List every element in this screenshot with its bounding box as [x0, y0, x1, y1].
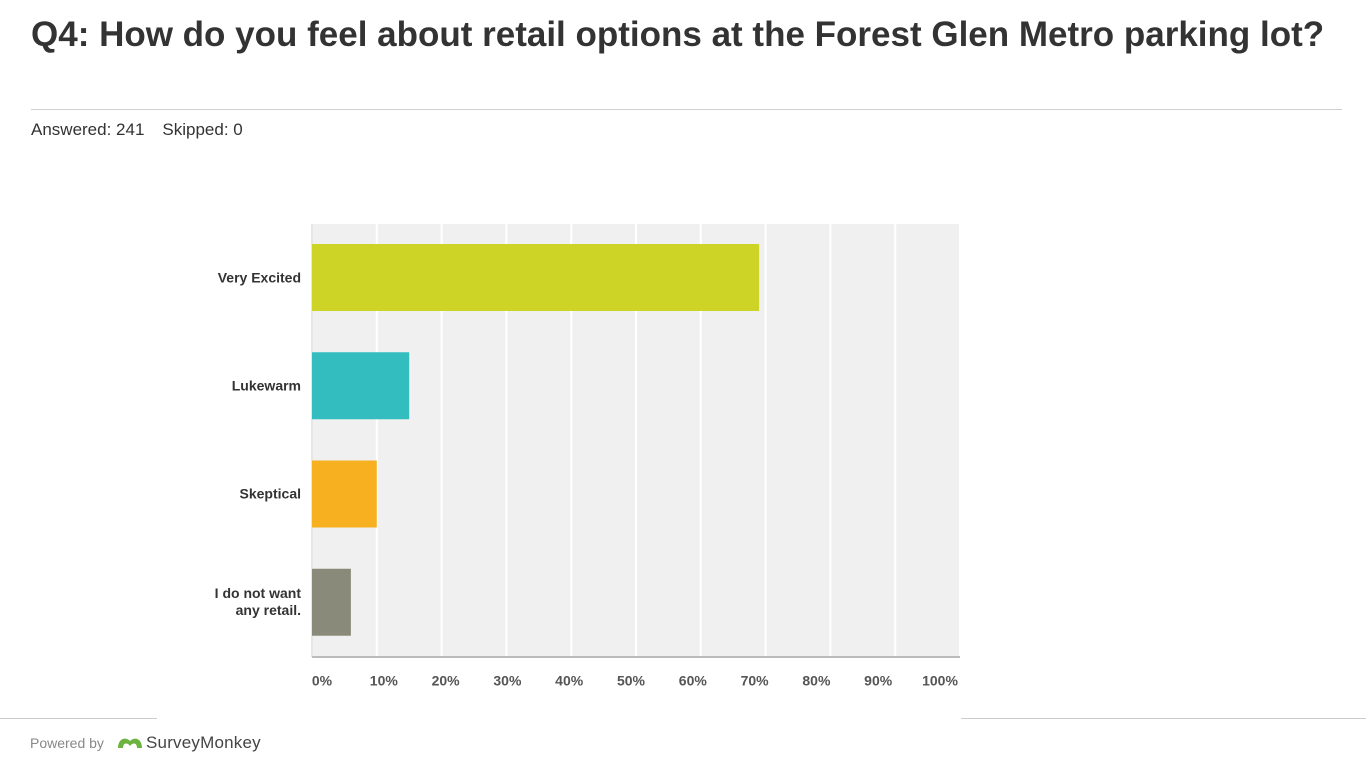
logo-icon: [118, 738, 142, 748]
bar: [312, 244, 760, 311]
x-tick-label: 80%: [802, 673, 831, 689]
divider: [31, 109, 1342, 110]
x-tick-label: 10%: [370, 673, 399, 689]
bar: [312, 460, 377, 528]
title: Q4: How do you feel about retail options…: [31, 15, 1325, 54]
bar: [312, 568, 351, 636]
x-tick-label: 0%: [312, 673, 333, 689]
x-tick-label: 30%: [493, 673, 522, 689]
answered: Answered: 241: [31, 120, 145, 139]
x-tick-label: 50%: [617, 673, 646, 689]
response-stats: Answered: 241 Skipped: 0: [31, 120, 261, 140]
bar: [312, 352, 410, 420]
x-tick-label: 70%: [741, 673, 770, 689]
x-tick-label: 40%: [555, 673, 584, 689]
chart: 0% 10% 20% 30% 40% 50% 60% 70% 80% 90% 100%: [311, 224, 961, 689]
category-label: Lukewarm: [231, 377, 301, 394]
category-label: I do not want any retail.: [214, 585, 301, 619]
x-tick-label: 60%: [679, 673, 708, 689]
x-tick-label: 20%: [432, 673, 461, 689]
x-tick-label: 90%: [864, 673, 893, 689]
footer-rule: [0, 718, 157, 719]
category-label: Very Excited: [217, 269, 301, 285]
footer-rule: [961, 718, 1366, 719]
skipped: Skipped: 0: [162, 120, 243, 139]
x-tick-label: 100%: [922, 673, 958, 689]
brand: SurveyMonkey: [146, 733, 261, 752]
category-label: Skeptical: [239, 485, 301, 502]
powered-by: Powered by: [30, 735, 104, 751]
